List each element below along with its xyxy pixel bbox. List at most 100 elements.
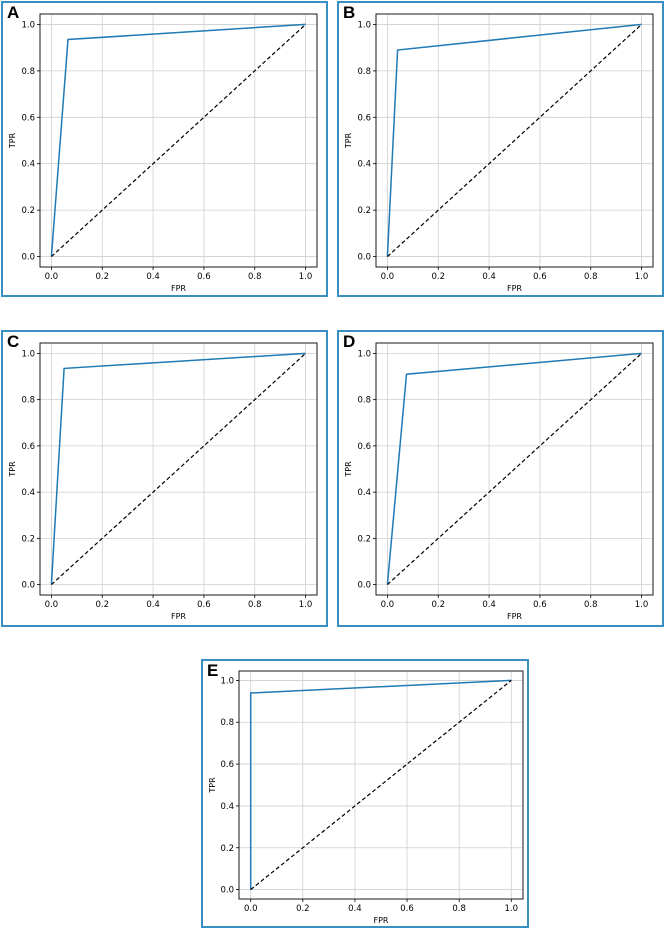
y-axis-label: TPR — [208, 777, 217, 794]
x-tick-label: 0.8 — [452, 904, 466, 914]
x-tick-label: 0.4 — [146, 272, 160, 282]
y-tick-label: 0.4 — [357, 160, 371, 170]
x-tick-label: 0.2 — [95, 272, 109, 282]
x-axis-label: FPR — [171, 284, 186, 293]
plot-frame — [375, 342, 654, 596]
y-tick-label: 0.4 — [220, 802, 234, 812]
x-tick-label: 0.0 — [381, 272, 395, 282]
y-tick-label: 0.0 — [21, 581, 35, 591]
panel-label-a: A — [7, 3, 20, 22]
x-tick-label: 0.8 — [248, 600, 262, 610]
y-tick-label: 0.8 — [357, 67, 371, 77]
x-tick-label: 0.4 — [146, 600, 160, 610]
x-tick-label: 0.6 — [400, 904, 414, 914]
x-tick-label: 0.8 — [248, 272, 262, 282]
y-tick-label: 0.4 — [21, 160, 35, 170]
plot-frame — [238, 670, 524, 900]
roc-curve-line — [50, 23, 306, 257]
y-tick-label: 0.8 — [357, 396, 371, 406]
x-tick-label: 0.2 — [95, 600, 109, 610]
roc-panel-b: 0.0 0.2 0.4 0.6 0.8 1.0 0.0 0.2 0.4 0.6 0.8 1.0 FPR T… — [337, 1, 664, 297]
y-tick-label: 1.0 — [357, 349, 371, 359]
y-tick-label: 0.8 — [21, 67, 35, 77]
x-axis-label: FPR — [171, 612, 186, 621]
x-tick-label: 0.0 — [45, 272, 59, 282]
x-tick-label: 0.6 — [533, 600, 547, 610]
x-tick-label: 0.6 — [197, 600, 211, 610]
y-tick-label: 1.0 — [357, 20, 371, 30]
chance-diagonal-line — [386, 23, 643, 258]
y-tick-label: 0.4 — [21, 488, 35, 498]
roc-curve-line — [386, 352, 642, 585]
roc-curve-line — [386, 23, 642, 257]
plot-frame — [39, 13, 318, 268]
chance-diagonal-line — [50, 352, 307, 586]
y-tick-label: 1.0 — [220, 676, 234, 686]
roc-chart-d: 0.0 0.2 0.4 0.6 0.8 1.0 0.0 0.2 0.4 0.6 0.8 1.0 FPR T… — [344, 342, 654, 621]
x-tick-label: 0.8 — [584, 272, 598, 282]
y-tick-label: 0.6 — [21, 442, 35, 452]
panel-label-c: C — [7, 332, 20, 351]
x-axis-label: FPR — [507, 612, 522, 621]
y-tick-label: 0.0 — [357, 253, 371, 263]
x-tick-label: 1.0 — [635, 600, 649, 610]
x-tick-label: 1.0 — [299, 600, 313, 610]
y-axis-label: TPR — [344, 132, 353, 149]
y-tick-label: 0.6 — [357, 113, 371, 123]
roc-chart-b: 0.0 0.2 0.4 0.6 0.8 1.0 0.0 0.2 0.4 0.6 0.8 1.0 FPR T… — [344, 13, 654, 293]
y-tick-label: 0.2 — [357, 206, 371, 216]
x-tick-label: 0.2 — [296, 904, 310, 914]
roc-panel-c: 0.0 0.2 0.4 0.6 0.8 1.0 0.0 0.2 0.4 0.6 0.8 1.0 FPR T… — [1, 330, 328, 627]
panel-label-d: D — [343, 332, 356, 351]
x-tick-label: 0.0 — [244, 904, 258, 914]
y-tick-label: 0.8 — [21, 396, 35, 406]
y-tick-label: 0.0 — [21, 253, 35, 263]
y-tick-label: 0.0 — [357, 581, 371, 591]
x-tick-label: 0.2 — [431, 272, 445, 282]
x-tick-label: 0.0 — [45, 600, 59, 610]
y-axis-label: TPR — [8, 461, 17, 478]
panel-label-b: B — [343, 3, 356, 22]
roc-chart-c: 0.0 0.2 0.4 0.6 0.8 1.0 0.0 0.2 0.4 0.6 0.8 1.0 FPR T… — [8, 342, 318, 621]
y-axis-label: TPR — [8, 132, 17, 149]
roc-panel-e: 0.0 0.2 0.4 0.6 0.8 1.0 0.0 0.2 0.4 0.6 0.8 1.0 FPR T… — [201, 659, 529, 928]
x-tick-label: 0.4 — [482, 600, 496, 610]
y-tick-label: 0.6 — [220, 760, 234, 770]
roc-curve-line — [249, 679, 512, 890]
roc-panel-d: 0.0 0.2 0.4 0.6 0.8 1.0 0.0 0.2 0.4 0.6 0.8 1.0 FPR T… — [337, 330, 664, 627]
roc-chart-a: 0.0 0.2 0.4 0.6 0.8 1.0 0.0 0.2 0.4 0.6 0.8 1.0 FPR T… — [8, 13, 318, 293]
plot-frame — [375, 13, 654, 268]
x-tick-label: 1.0 — [635, 272, 649, 282]
roc-chart-e: 0.0 0.2 0.4 0.6 0.8 1.0 0.0 0.2 0.4 0.6 0.8 1.0 FPR T… — [208, 670, 524, 925]
x-tick-label: 0.6 — [197, 272, 211, 282]
chance-diagonal-line — [386, 352, 643, 586]
y-tick-label: 0.2 — [357, 534, 371, 544]
x-tick-label: 1.0 — [299, 272, 313, 282]
chance-diagonal-line — [250, 679, 512, 891]
x-tick-label: 1.0 — [505, 904, 519, 914]
x-tick-label: 0.0 — [381, 600, 395, 610]
x-axis-label: FPR — [374, 916, 389, 925]
x-tick-label: 0.4 — [482, 272, 496, 282]
x-axis-label: FPR — [507, 284, 522, 293]
y-tick-label: 0.4 — [357, 488, 371, 498]
y-tick-label: 1.0 — [21, 349, 35, 359]
y-tick-label: 0.0 — [220, 886, 234, 896]
panel-label-e: E — [207, 661, 219, 680]
roc-curve-line — [50, 352, 306, 585]
x-tick-label: 0.6 — [533, 272, 547, 282]
y-tick-label: 1.0 — [21, 20, 35, 30]
y-tick-label: 0.8 — [220, 718, 234, 728]
roc-panel-a: 0.0 0.2 0.4 0.6 0.8 1.0 0.0 0.2 0.4 0.6 0.8 1.0 FPR T… — [1, 1, 328, 297]
x-tick-label: 0.8 — [584, 600, 598, 610]
y-tick-label: 0.6 — [21, 113, 35, 123]
chance-diagonal-line — [50, 23, 307, 258]
y-tick-label: 0.2 — [21, 534, 35, 544]
plot-frame — [39, 342, 318, 596]
y-tick-label: 0.6 — [357, 442, 371, 452]
x-tick-label: 0.4 — [348, 904, 362, 914]
y-tick-label: 0.2 — [220, 844, 234, 854]
y-axis-label: TPR — [344, 461, 353, 478]
y-tick-label: 0.2 — [21, 206, 35, 216]
x-tick-label: 0.2 — [431, 600, 445, 610]
